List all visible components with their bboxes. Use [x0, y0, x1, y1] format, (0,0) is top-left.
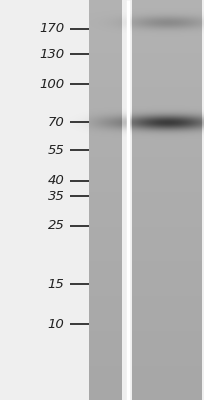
Text: 15: 15 [48, 278, 64, 290]
Text: 35: 35 [48, 190, 64, 202]
Text: 130: 130 [39, 48, 64, 60]
Text: 25: 25 [48, 220, 64, 232]
Text: 55: 55 [48, 144, 64, 156]
Text: 170: 170 [39, 22, 64, 35]
Text: 40: 40 [48, 174, 64, 187]
Text: 100: 100 [39, 78, 64, 90]
Text: 10: 10 [48, 318, 64, 330]
Text: 70: 70 [48, 116, 64, 128]
